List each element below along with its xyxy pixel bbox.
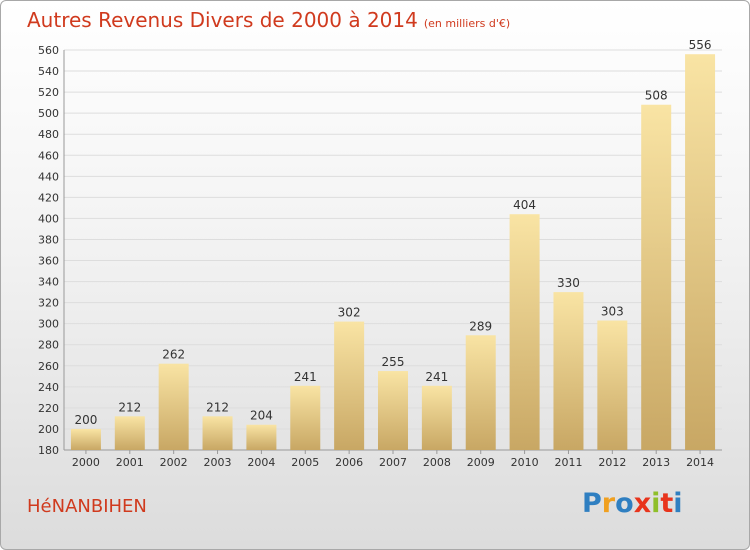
value-label-2002: 262	[162, 348, 185, 362]
value-label-2003: 212	[206, 400, 229, 414]
value-label-2011: 330	[557, 276, 580, 290]
y-tick-label: 460	[38, 149, 59, 162]
bar-2006	[334, 321, 365, 450]
proxiti-logo: Proxiti	[582, 488, 683, 519]
bar-2014	[685, 54, 716, 451]
value-label-2012: 303	[601, 305, 624, 319]
value-label-2010: 404	[513, 198, 536, 212]
logo-letter: P	[582, 488, 602, 519]
bar-2013	[641, 104, 672, 450]
x-tick-label-2011: 2011	[554, 456, 582, 469]
y-tick-label: 480	[38, 128, 59, 141]
y-tick-label: 560	[38, 44, 59, 57]
y-tick-label: 220	[38, 402, 59, 415]
bar-2008	[421, 385, 452, 450]
x-tick-label-2000: 2000	[72, 456, 100, 469]
logo-letter: i	[673, 488, 683, 519]
y-tick-label: 380	[38, 233, 59, 246]
value-label-2013: 508	[645, 89, 668, 103]
x-tick-label-2005: 2005	[291, 456, 319, 469]
y-tick-label: 400	[38, 212, 59, 225]
logo-letter: i	[651, 488, 661, 519]
bar-2003	[202, 416, 233, 450]
logo-letter: r	[601, 488, 616, 519]
value-label-2000: 200	[74, 413, 97, 427]
value-label-2001: 212	[118, 400, 141, 414]
logo-letter: o	[615, 488, 634, 519]
x-tick-label-2001: 2001	[116, 456, 144, 469]
y-tick-label: 260	[38, 360, 59, 373]
x-tick-label-2012: 2012	[598, 456, 626, 469]
x-tick-label-2006: 2006	[335, 456, 363, 469]
bar-2010	[509, 214, 540, 450]
axes: 180 200 220 240 260 280 300 320 340 360 380 400 420 4…	[38, 44, 722, 469]
x-tick-label-2014: 2014	[686, 456, 714, 469]
bar-2009	[465, 335, 496, 450]
bar-2005	[290, 385, 321, 450]
x-tick-label-2004: 2004	[247, 456, 275, 469]
value-label-2004: 204	[250, 409, 273, 423]
y-tick-label: 440	[38, 170, 59, 183]
bar-2011	[553, 292, 584, 450]
y-tick-label: 300	[38, 318, 59, 331]
bar-2001	[114, 416, 145, 450]
value-label-2007: 255	[382, 355, 405, 369]
x-tick-label-2003: 2003	[204, 456, 232, 469]
y-tick-label: 520	[38, 86, 59, 99]
logo-letter: t	[660, 488, 674, 519]
y-tick-label: 180	[38, 444, 59, 457]
y-tick-label: 340	[38, 276, 59, 289]
y-tick-label: 320	[38, 297, 59, 310]
location-name: HéNANBIHEN	[27, 496, 147, 517]
logo-letter: x	[633, 488, 652, 519]
value-label-2009: 289	[469, 319, 492, 333]
value-label-2008: 241	[425, 370, 448, 384]
x-tick-label-2010: 2010	[511, 456, 539, 469]
value-label-2005: 241	[294, 370, 317, 384]
y-tick-label: 200	[38, 423, 59, 436]
y-tick-label: 500	[38, 107, 59, 120]
x-tick-label-2009: 2009	[467, 456, 495, 469]
x-tick-label-2013: 2013	[642, 456, 670, 469]
y-tick-label: 240	[38, 381, 59, 394]
value-label-2014: 556	[689, 38, 712, 52]
bar-2007	[378, 371, 408, 450]
y-tick-label: 420	[38, 191, 59, 204]
bar-2012	[597, 320, 628, 450]
bar-2000	[70, 428, 101, 450]
value-labels: 200 212 262 212 204 241 302 255 241 289 404 330 303 5…	[74, 38, 711, 427]
x-tick-label-2002: 2002	[160, 456, 188, 469]
y-tick-label: 540	[38, 65, 59, 78]
y-tick-label: 360	[38, 255, 59, 268]
x-tick-label-2007: 2007	[379, 456, 407, 469]
chart-subtitle: (en milliers d'€)	[423, 17, 511, 30]
chart-title: Autres Revenus Divers de 2000 à 2014	[27, 8, 418, 32]
x-tick-label-2008: 2008	[423, 456, 451, 469]
chart-title-block: Autres Revenus Divers de 2000 à 2014 (en …	[27, 8, 510, 32]
bars	[70, 54, 716, 451]
value-label-2006: 302	[338, 306, 361, 320]
bar-2002	[158, 363, 189, 450]
bar-2004	[246, 424, 277, 450]
y-tick-label: 280	[38, 339, 59, 352]
